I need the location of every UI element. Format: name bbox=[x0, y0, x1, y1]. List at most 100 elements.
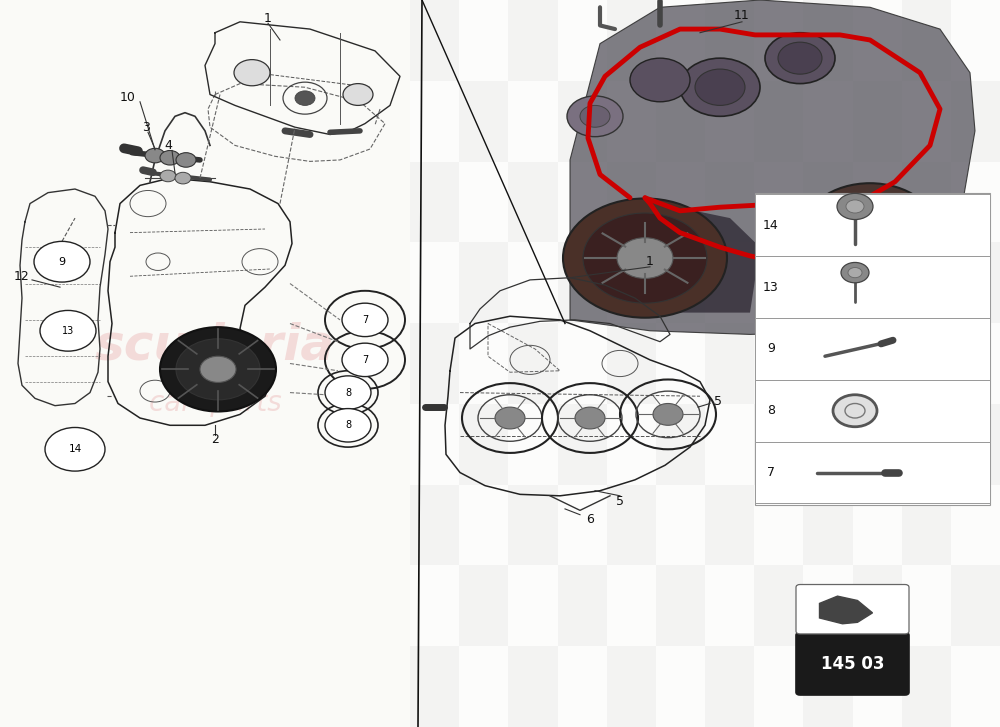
Text: 8: 8 bbox=[345, 420, 351, 430]
Circle shape bbox=[841, 262, 869, 283]
Bar bbox=[951, 323, 1000, 404]
Polygon shape bbox=[570, 0, 975, 334]
Bar bbox=[803, 646, 853, 727]
Text: 8: 8 bbox=[345, 387, 351, 398]
Bar bbox=[705, 161, 754, 242]
Bar bbox=[902, 566, 951, 646]
Bar bbox=[656, 242, 705, 323]
Text: 5: 5 bbox=[714, 395, 722, 408]
Text: 10: 10 bbox=[120, 91, 136, 104]
Circle shape bbox=[175, 172, 191, 184]
Text: car  parts: car parts bbox=[149, 390, 281, 417]
Bar bbox=[459, 323, 508, 404]
Bar bbox=[902, 485, 951, 566]
Circle shape bbox=[802, 183, 938, 282]
Text: 7: 7 bbox=[767, 466, 775, 479]
Bar bbox=[459, 0, 508, 81]
Circle shape bbox=[575, 407, 605, 429]
Bar bbox=[607, 646, 656, 727]
Circle shape bbox=[342, 343, 388, 377]
Circle shape bbox=[630, 58, 690, 102]
Bar bbox=[410, 646, 459, 727]
Circle shape bbox=[837, 193, 873, 220]
Bar bbox=[459, 81, 508, 161]
Bar bbox=[754, 566, 803, 646]
Bar bbox=[607, 323, 656, 404]
Bar bbox=[656, 566, 705, 646]
Circle shape bbox=[160, 327, 276, 411]
Bar bbox=[754, 404, 803, 485]
Circle shape bbox=[176, 339, 260, 400]
Text: 13: 13 bbox=[62, 326, 74, 336]
Bar bbox=[607, 161, 656, 242]
Bar bbox=[508, 242, 558, 323]
Text: 11: 11 bbox=[734, 9, 750, 23]
Bar bbox=[410, 485, 459, 566]
Bar bbox=[607, 242, 656, 323]
Text: scuderia: scuderia bbox=[95, 321, 335, 369]
Bar bbox=[705, 646, 754, 727]
Bar bbox=[755, 195, 990, 257]
Bar bbox=[410, 242, 459, 323]
Bar bbox=[558, 323, 607, 404]
Bar bbox=[558, 485, 607, 566]
Circle shape bbox=[820, 196, 920, 269]
Circle shape bbox=[145, 148, 165, 163]
Bar bbox=[607, 566, 656, 646]
Bar bbox=[410, 323, 459, 404]
Bar bbox=[803, 404, 853, 485]
Bar bbox=[656, 646, 705, 727]
Bar bbox=[852, 646, 902, 727]
Circle shape bbox=[325, 376, 371, 409]
Polygon shape bbox=[820, 596, 872, 624]
Bar bbox=[705, 485, 754, 566]
Bar bbox=[951, 404, 1000, 485]
Bar bbox=[705, 323, 754, 404]
Bar bbox=[459, 161, 508, 242]
FancyBboxPatch shape bbox=[796, 632, 909, 695]
Bar bbox=[607, 0, 656, 81]
Bar bbox=[410, 81, 459, 161]
Bar bbox=[902, 161, 951, 242]
Circle shape bbox=[176, 153, 196, 167]
Text: 2: 2 bbox=[211, 433, 219, 446]
Text: 7: 7 bbox=[362, 355, 368, 365]
Bar bbox=[902, 646, 951, 727]
Circle shape bbox=[325, 409, 371, 442]
Bar bbox=[508, 646, 558, 727]
Circle shape bbox=[834, 395, 876, 426]
Bar bbox=[902, 323, 951, 404]
Bar bbox=[852, 81, 902, 161]
Bar bbox=[852, 161, 902, 242]
Bar bbox=[459, 646, 508, 727]
Circle shape bbox=[563, 198, 727, 318]
Text: 8: 8 bbox=[767, 404, 775, 417]
Bar bbox=[902, 81, 951, 161]
Bar bbox=[754, 646, 803, 727]
Bar bbox=[803, 485, 853, 566]
Bar bbox=[803, 323, 853, 404]
Bar bbox=[656, 161, 705, 242]
FancyBboxPatch shape bbox=[796, 585, 909, 634]
Circle shape bbox=[848, 268, 862, 278]
Circle shape bbox=[295, 91, 315, 105]
Circle shape bbox=[40, 310, 96, 351]
Bar bbox=[755, 193, 990, 505]
Circle shape bbox=[846, 200, 864, 213]
Bar bbox=[607, 81, 656, 161]
Bar bbox=[852, 404, 902, 485]
Bar bbox=[754, 242, 803, 323]
Bar bbox=[607, 404, 656, 485]
Bar bbox=[902, 0, 951, 81]
Circle shape bbox=[343, 84, 373, 105]
Circle shape bbox=[778, 42, 822, 74]
Bar bbox=[558, 646, 607, 727]
Bar bbox=[852, 0, 902, 81]
Bar bbox=[656, 404, 705, 485]
Bar bbox=[803, 0, 853, 81]
Bar bbox=[558, 566, 607, 646]
Circle shape bbox=[160, 150, 180, 165]
Bar bbox=[558, 81, 607, 161]
Text: 3: 3 bbox=[142, 121, 150, 134]
Bar bbox=[755, 379, 990, 441]
